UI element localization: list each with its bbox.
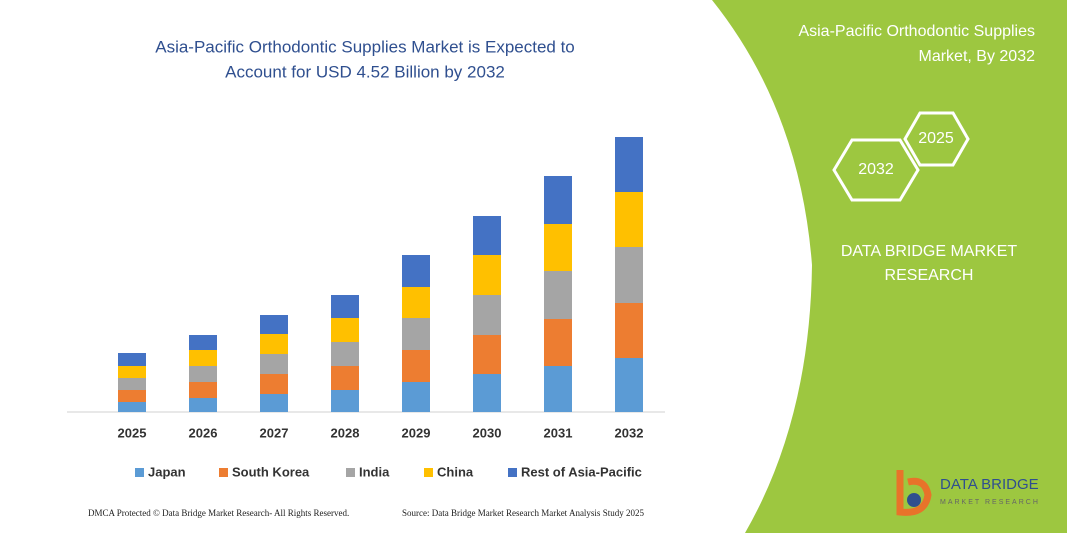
chart-title: Account for USD 4.52 Billion by 2032 [225,62,505,81]
side-panel [712,0,1067,533]
bar-segment [544,319,572,366]
bar-segment [544,176,572,224]
bar-segment [544,271,572,319]
x-tick-label: 2025 [118,425,147,440]
legend-swatch [219,468,228,477]
bar-segment [473,216,501,255]
bar-segment [473,255,501,295]
legend-swatch [508,468,517,477]
bar-segment [331,342,359,366]
hexagon-label: 2025 [918,130,954,147]
hexagon [903,111,970,167]
x-tick-label: 2029 [402,425,431,440]
bar-segment [260,354,288,374]
bar-segment [402,318,430,350]
bar-segment [402,350,430,382]
logo-mark [896,470,932,516]
bar-segment [402,255,430,287]
bar-segment [331,390,359,412]
legend-label: South Korea [232,464,310,479]
x-tick-label: 2031 [544,425,573,440]
bar-segment [118,353,146,366]
bar-segment [331,366,359,390]
chart-title: Asia-Pacific Orthodontic Supplies Market… [155,37,575,56]
x-tick-label: 2026 [189,425,218,440]
bar-segment [260,315,288,334]
brand-text: DATA BRIDGE MARKET [841,243,1018,260]
logo-mark [907,493,921,507]
hexagon [832,138,920,202]
panel-title: Market, By 2032 [919,48,1036,65]
bar-segment [118,366,146,378]
logo: DATA BRIDGE MARKET RESEARCH [896,470,1040,516]
legend-label: Japan [148,464,186,479]
legend-label: India [359,464,390,479]
legend-swatch [424,468,433,477]
bar-segment [473,295,501,335]
bar-segment [473,374,501,412]
bar-segment [544,224,572,271]
bar-segment [189,366,217,382]
footer-left: DMCA Protected © Data Bridge Market Rese… [88,508,349,518]
footer-right: Source: Data Bridge Market Research Mark… [402,508,644,518]
bar-segment [260,334,288,354]
bar-segment [473,335,501,374]
bar-segment [260,394,288,412]
x-tick-label: 2030 [473,425,502,440]
bar-segment [615,247,643,303]
brand-text: RESEARCH [885,267,974,284]
bar-segment [260,374,288,394]
panel-title: Asia-Pacific Orthodontic Supplies [798,23,1035,40]
bar-segment [544,366,572,412]
bar-segment [402,287,430,318]
bar-segment [189,382,217,398]
x-tick-label: 2032 [615,425,644,440]
bar-segment [331,295,359,318]
bar-segment [615,303,643,358]
bar-segment [118,390,146,402]
bar-segment [402,382,430,412]
bar-segment [118,402,146,412]
bar-segment [189,335,217,350]
bar-segment [615,137,643,192]
bar-segment [331,318,359,342]
bar-segment [118,378,146,390]
x-tick-label: 2028 [331,425,360,440]
logo-name: DATA BRIDGE [940,476,1039,493]
x-tick-label: 2027 [260,425,289,440]
legend-swatch [346,468,355,477]
bar-segment [189,398,217,412]
legend-label: China [437,464,474,479]
bar-segment [615,192,643,247]
legend-label: Rest of Asia-Pacific [521,464,642,479]
logo-tagline: MARKET RESEARCH [940,499,1040,506]
legend-swatch [135,468,144,477]
hexagon-label: 2032 [858,161,894,178]
bar-segment [615,358,643,412]
bar-segment [189,350,217,366]
